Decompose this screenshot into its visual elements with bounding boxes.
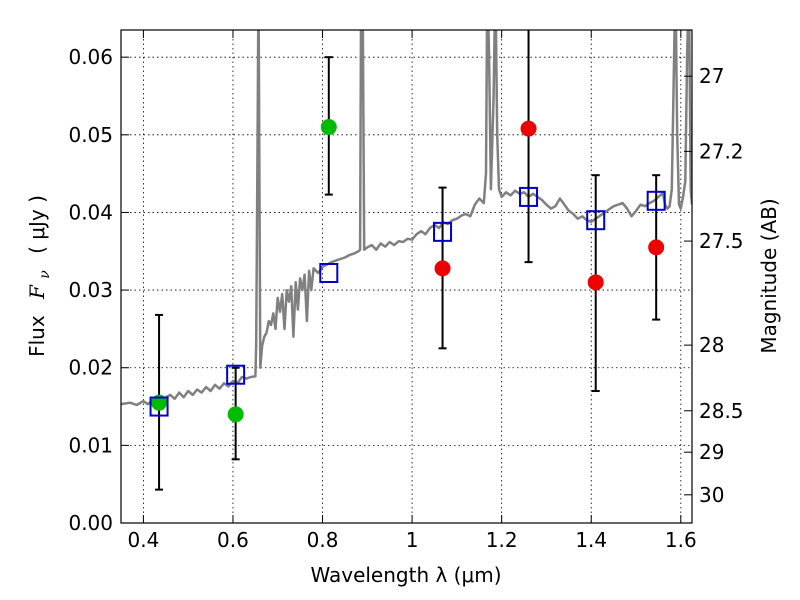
y-axis-title-unit: ( μJy ) (25, 195, 49, 254)
observed-points (151, 119, 665, 423)
observed-point (227, 406, 244, 423)
model-point (586, 210, 606, 231)
spectrum-series (121, 30, 692, 407)
plot-frame (120, 29, 693, 524)
model-point (226, 364, 246, 385)
observed-point (587, 274, 604, 291)
y2-tick-label: 28.5 (699, 399, 744, 423)
spectrum-line (121, 30, 692, 407)
observed-point (648, 239, 665, 256)
y2-tick-label: 27 (699, 64, 724, 88)
y2-tick-label: 27.2 (699, 139, 744, 163)
y-axis-title-prefix: Flux (25, 315, 49, 357)
y-tick-label: 0.01 (68, 433, 113, 457)
model-point (433, 221, 453, 242)
y-axis-title-var: F (25, 284, 49, 300)
observed-point (320, 119, 337, 136)
y-tick-label: 0.05 (68, 123, 113, 147)
observed-point (434, 260, 451, 277)
y-tick-label: 0.03 (68, 278, 113, 302)
y-tick-label: 0.00 (68, 511, 113, 535)
axis-ticks: 0.4 0.6 0.8 1 1.2 1.4 1.6 0.00 0.01 0.02 0.03 0.04 0… (68, 30, 744, 552)
model-point (646, 190, 666, 211)
x-axis-title: Wavelength λ (μm) (310, 563, 501, 587)
model-point (319, 263, 339, 284)
y-tick-label: 0.04 (68, 200, 113, 224)
grid-lines (121, 30, 692, 524)
y2-tick-label: 28 (699, 333, 724, 357)
x-tick-label: 1 (406, 528, 419, 552)
y-axis-title: Flux F ν ( μJy ) (25, 195, 54, 357)
y-tick-label: 0.06 (68, 45, 113, 69)
observed-point (520, 120, 537, 137)
y-axis-title-sub: ν (37, 270, 53, 279)
y-tick-label: 0.02 (68, 356, 113, 380)
y2-tick-label: 27.5 (699, 229, 744, 253)
y2-tick-label: 29 (699, 440, 724, 464)
model-point (149, 396, 169, 417)
x-tick-label: 0.6 (217, 528, 249, 552)
x-tick-label: 1.6 (665, 528, 697, 552)
observed-point (151, 394, 168, 411)
y2-tick-label: 30 (699, 483, 724, 507)
x-tick-label: 0.8 (307, 528, 339, 552)
x-tick-label: 0.4 (127, 528, 159, 552)
x-tick-label: 1.2 (486, 528, 518, 552)
plot-background (121, 30, 692, 523)
x-tick-label: 1.4 (575, 528, 607, 552)
y2-axis-title: Magnitude (AB) (757, 198, 781, 353)
model-points (149, 186, 666, 417)
model-point (519, 186, 539, 207)
